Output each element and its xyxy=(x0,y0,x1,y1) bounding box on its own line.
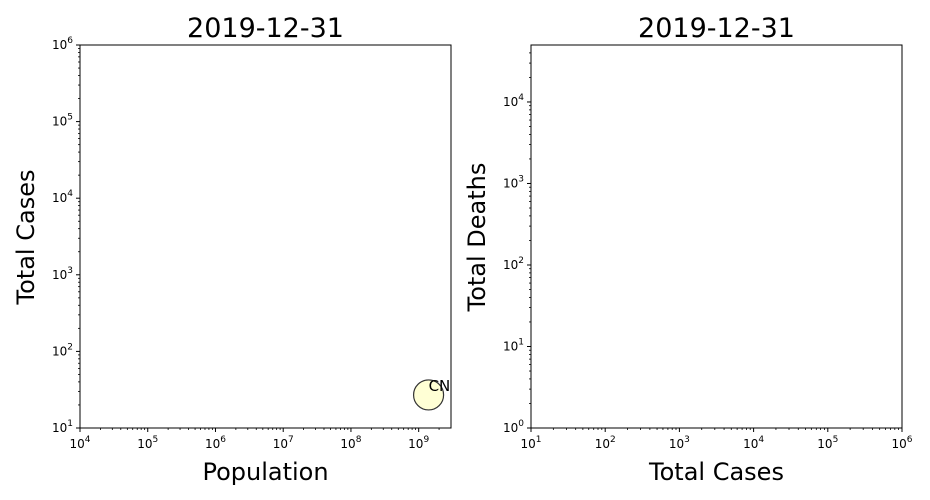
y-tick-label: 105 xyxy=(52,113,73,129)
mark-layer: CN xyxy=(412,377,451,411)
y-tick-label: 103 xyxy=(52,266,73,282)
y-tick-label: 102 xyxy=(503,256,524,272)
x-tick-label: 102 xyxy=(595,435,616,451)
chart-title: 2019-12-31 xyxy=(187,13,344,44)
y-tick-label: 100 xyxy=(503,419,524,435)
data-point xyxy=(412,379,445,411)
x-tick-label: 106 xyxy=(891,435,912,451)
x-tick-label: 108 xyxy=(340,435,361,451)
x-tick-label: 104 xyxy=(69,435,90,451)
x-tick-label: 106 xyxy=(205,435,226,451)
y-tick-label: 101 xyxy=(52,419,73,435)
x-tick-label: 104 xyxy=(743,435,764,451)
plot-frame xyxy=(530,44,903,429)
y-tick-label: 103 xyxy=(503,174,524,190)
x-axis-label: Population xyxy=(202,458,328,486)
y-tick-label: 101 xyxy=(503,337,524,353)
y-axis-label: Total Cases xyxy=(12,170,40,306)
tick-layer: 104 105 106 107 108 109 101 102 103 104 105 106 xyxy=(52,36,440,451)
y-tick-label: 104 xyxy=(52,189,73,205)
chart-cases-vs-deaths: 2019-12-31 Total Cases Total Deaths 101 1… xyxy=(463,13,913,486)
x-tick-label: 109 xyxy=(408,435,429,451)
x-tick-label: 103 xyxy=(669,435,690,451)
y-tick-label: 106 xyxy=(52,36,73,52)
y-tick-label: 104 xyxy=(503,93,524,109)
chart-population-vs-cases: 2019-12-31 Population Total Cases 104 105… xyxy=(12,13,452,486)
x-tick-label: 101 xyxy=(520,435,541,451)
x-tick-label: 105 xyxy=(137,435,158,451)
x-tick-label: 105 xyxy=(817,435,838,451)
y-axis-label: Total Deaths xyxy=(463,163,491,313)
y-tick-label: 102 xyxy=(52,342,73,358)
chart-title: 2019-12-31 xyxy=(638,13,795,44)
x-tick-label: 107 xyxy=(273,435,294,451)
x-axis-label: Total Cases xyxy=(648,458,784,486)
point-label: CN xyxy=(429,377,451,395)
plot-frame xyxy=(79,44,452,429)
